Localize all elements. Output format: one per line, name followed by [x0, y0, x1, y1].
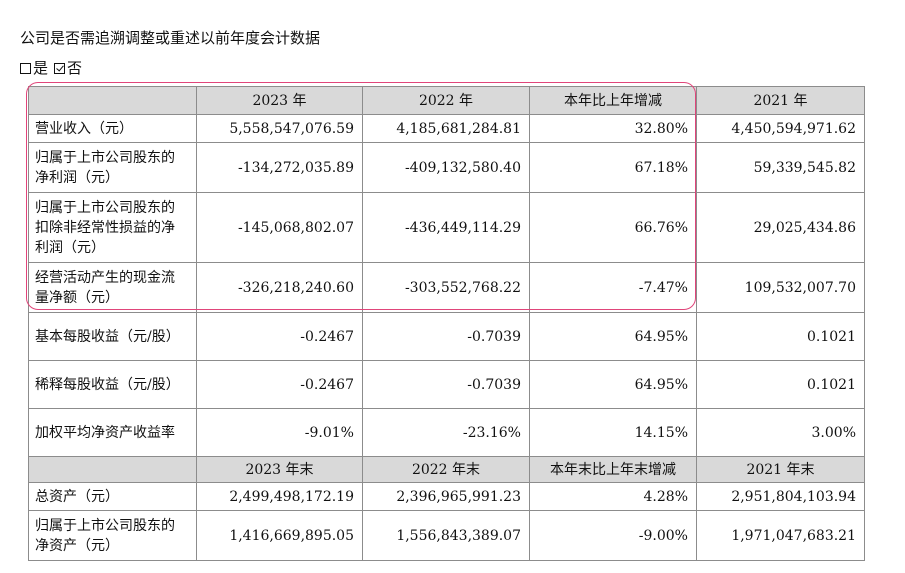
row-label: 稀释每股收益（元/股） [28, 360, 197, 409]
value-cell: -134,272,035.89 [196, 142, 363, 193]
value-cell: 0.1021 [696, 312, 865, 361]
table-row: 经营活动产生的现金流量净额（元） -326,218,240.60 -303,55… [28, 262, 865, 313]
checkbox-no-checked[interactable] [54, 62, 66, 74]
header-cell: 2022 年末 [362, 456, 530, 483]
value-cell: -409,132,580.40 [362, 142, 530, 193]
value-cell: 29,025,434.86 [696, 192, 865, 263]
header-cell: 2021 年 [696, 86, 865, 115]
value-cell: -0.7039 [362, 312, 530, 361]
value-cell: 1,416,669,895.05 [196, 510, 363, 561]
value-cell: 1,971,047,683.21 [696, 510, 865, 561]
value-cell: 32.80% [529, 114, 697, 143]
row-label: 总资产（元） [28, 482, 197, 511]
value-cell: -7.47% [529, 262, 697, 313]
restatement-options: 是 否 [20, 58, 88, 78]
value-cell: 0.1021 [696, 360, 865, 409]
section-heading: 公司是否需追溯调整或重述以前年度会计数据 [20, 29, 321, 47]
option-no-label: 否 [67, 59, 83, 77]
value-cell: -303,552,768.22 [362, 262, 530, 313]
value-cell: 4.28% [529, 482, 697, 511]
row-label: 归属于上市公司股东的净利润（元） [28, 142, 197, 193]
value-cell: -145,068,802.07 [196, 192, 363, 263]
table-header-row: 2023 年末 2022 年末 本年末比上年末增减 2021 年末 [28, 456, 865, 483]
value-cell: -0.7039 [362, 360, 530, 409]
value-cell: 4,185,681,284.81 [362, 114, 530, 143]
checkbox-yes[interactable] [20, 62, 31, 74]
table-header-row: 2023 年 2022 年 本年比上年增减 2021 年 [28, 86, 865, 115]
option-yes-label: 是 [33, 59, 49, 77]
value-cell: 2,396,965,991.23 [362, 482, 530, 511]
table-row: 营业收入（元） 5,558,547,076.59 4,185,681,284.8… [28, 114, 865, 143]
table-row: 总资产（元） 2,499,498,172.19 2,396,965,991.23… [28, 482, 865, 511]
value-cell: -326,218,240.60 [196, 262, 363, 313]
table-row: 加权平均净资产收益率 -9.01% -23.16% 14.15% 3.00% [28, 408, 865, 457]
table-row: 归属于上市公司股东的净资产（元） 1,416,669,895.05 1,556,… [28, 510, 865, 561]
row-label: 归属于上市公司股东的净资产（元） [28, 510, 197, 561]
value-cell: 64.95% [529, 360, 697, 409]
table-row: 归属于上市公司股东的扣除非经常性损益的净利润（元） -145,068,802.0… [28, 192, 865, 263]
header-cell [28, 86, 197, 115]
value-cell: -436,449,114.29 [362, 192, 530, 263]
value-cell: 59,339,545.82 [696, 142, 865, 193]
value-cell: -0.2467 [196, 360, 363, 409]
financial-data-table: 2023 年 2022 年 本年比上年增减 2021 年 营业收入（元） 5,5… [28, 86, 865, 561]
value-cell: -0.2467 [196, 312, 363, 361]
value-cell: 4,450,594,971.62 [696, 114, 865, 143]
table-row: 稀释每股收益（元/股） -0.2467 -0.7039 64.95% 0.102… [28, 360, 865, 409]
header-cell: 2023 年末 [196, 456, 363, 483]
row-label: 加权平均净资产收益率 [28, 408, 197, 457]
value-cell: 1,556,843,389.07 [362, 510, 530, 561]
value-cell: 67.18% [529, 142, 697, 193]
value-cell: 66.76% [529, 192, 697, 263]
value-cell: 3.00% [696, 408, 865, 457]
row-label: 营业收入（元） [28, 114, 197, 143]
table-row: 归属于上市公司股东的净利润（元） -134,272,035.89 -409,13… [28, 142, 865, 193]
value-cell: 64.95% [529, 312, 697, 361]
header-cell [28, 456, 197, 483]
value-cell: 14.15% [529, 408, 697, 457]
value-cell: 2,499,498,172.19 [196, 482, 363, 511]
header-cell: 2022 年 [362, 86, 530, 115]
row-label: 经营活动产生的现金流量净额（元） [28, 262, 197, 313]
value-cell: -9.01% [196, 408, 363, 457]
value-cell: 5,558,547,076.59 [196, 114, 363, 143]
header-cell: 本年末比上年末增减 [529, 456, 697, 483]
header-cell: 2023 年 [196, 86, 363, 115]
row-label: 基本每股收益（元/股） [28, 312, 197, 361]
table-row: 基本每股收益（元/股） -0.2467 -0.7039 64.95% 0.102… [28, 312, 865, 361]
header-cell: 本年比上年增减 [529, 86, 697, 115]
value-cell: -23.16% [362, 408, 530, 457]
value-cell: 2,951,804,103.94 [696, 482, 865, 511]
value-cell: -9.00% [529, 510, 697, 561]
row-label: 归属于上市公司股东的扣除非经常性损益的净利润（元） [28, 192, 197, 263]
header-cell: 2021 年末 [696, 456, 865, 483]
value-cell: 109,532,007.70 [696, 262, 865, 313]
